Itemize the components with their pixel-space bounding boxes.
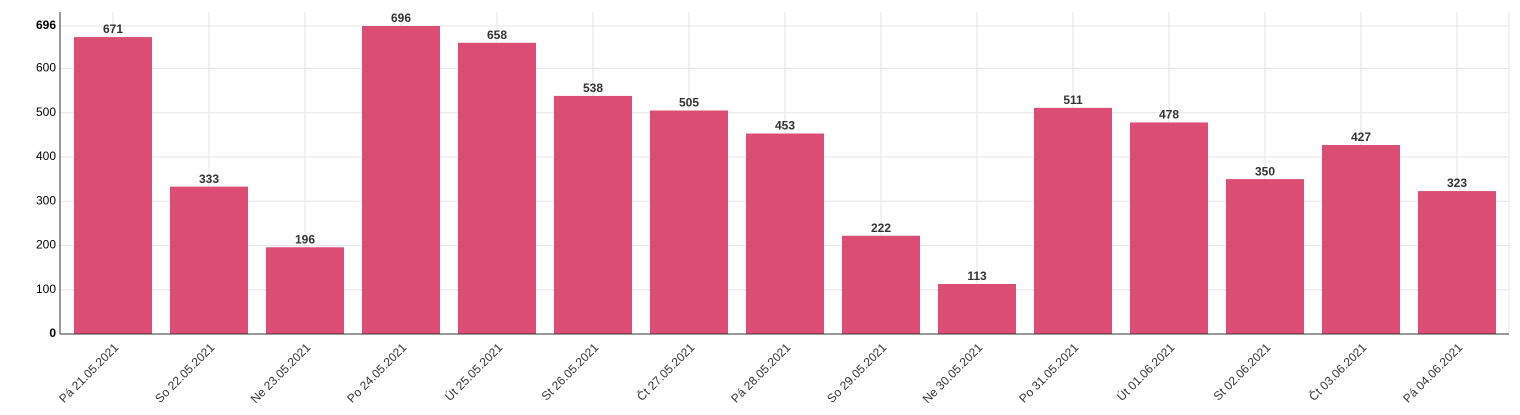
y-tick-label: 600 bbox=[36, 61, 56, 75]
value-label: 113 bbox=[967, 269, 987, 283]
x-tick-label: Po 24.05.2021 bbox=[344, 340, 409, 405]
x-tick-label: Pá 21.05.2021 bbox=[56, 340, 121, 405]
x-tick-label: Po 31.05.2021 bbox=[1016, 340, 1081, 405]
bar bbox=[1226, 179, 1304, 334]
value-label: 350 bbox=[1255, 164, 1275, 178]
y-tick-label: 696 bbox=[36, 18, 56, 32]
bar bbox=[938, 283, 1016, 334]
bar bbox=[1034, 107, 1112, 334]
x-tick-label: St 26.05.2021 bbox=[539, 340, 602, 403]
bar bbox=[746, 133, 824, 334]
value-label: 538 bbox=[583, 81, 603, 95]
y-tick-label: 300 bbox=[36, 193, 56, 207]
x-tick-label: Pá 28.05.2021 bbox=[728, 340, 793, 405]
y-tick-label: 400 bbox=[36, 149, 56, 163]
value-label: 323 bbox=[1447, 176, 1467, 190]
value-label: 511 bbox=[1063, 93, 1083, 107]
bar bbox=[1418, 191, 1496, 334]
y-tick-label: 100 bbox=[36, 282, 56, 296]
y-tick-label: 500 bbox=[36, 105, 56, 119]
x-tick-label: St 02.06.2021 bbox=[1211, 340, 1274, 403]
x-tick-label: Pá 04.06.2021 bbox=[1400, 340, 1465, 405]
value-label: 453 bbox=[775, 119, 795, 133]
y-tick-label: 0 bbox=[49, 326, 56, 340]
x-tick-label: Čt 03.06.2021 bbox=[1305, 340, 1369, 404]
value-label: 222 bbox=[871, 221, 891, 235]
y-tick-label: 200 bbox=[36, 238, 56, 252]
value-label: 196 bbox=[295, 232, 315, 246]
bar bbox=[1322, 145, 1400, 334]
x-tick-label: Ne 23.05.2021 bbox=[248, 340, 314, 406]
value-label: 505 bbox=[679, 96, 699, 110]
bar bbox=[554, 95, 632, 334]
bar bbox=[1130, 122, 1208, 334]
bar bbox=[170, 186, 248, 334]
value-label: 658 bbox=[487, 28, 507, 42]
bar bbox=[74, 37, 152, 334]
value-label: 671 bbox=[103, 22, 123, 36]
bar bbox=[842, 235, 920, 334]
x-tick-label: So 29.05.2021 bbox=[824, 340, 889, 405]
x-tick-label: So 22.05.2021 bbox=[152, 340, 217, 405]
x-tick-label: Út 01.06.2021 bbox=[1113, 340, 1177, 404]
value-label: 427 bbox=[1351, 130, 1371, 144]
bar bbox=[362, 26, 440, 334]
x-tick-label: Čt 27.05.2021 bbox=[633, 340, 697, 404]
bar bbox=[650, 110, 728, 335]
value-label: 478 bbox=[1159, 108, 1179, 122]
value-label: 333 bbox=[199, 172, 219, 186]
value-label: 696 bbox=[391, 11, 411, 25]
x-tick-label: Út 25.05.2021 bbox=[441, 340, 505, 404]
bar bbox=[266, 247, 344, 334]
bar bbox=[458, 42, 536, 334]
x-tick-label: Ne 30.05.2021 bbox=[920, 340, 986, 406]
